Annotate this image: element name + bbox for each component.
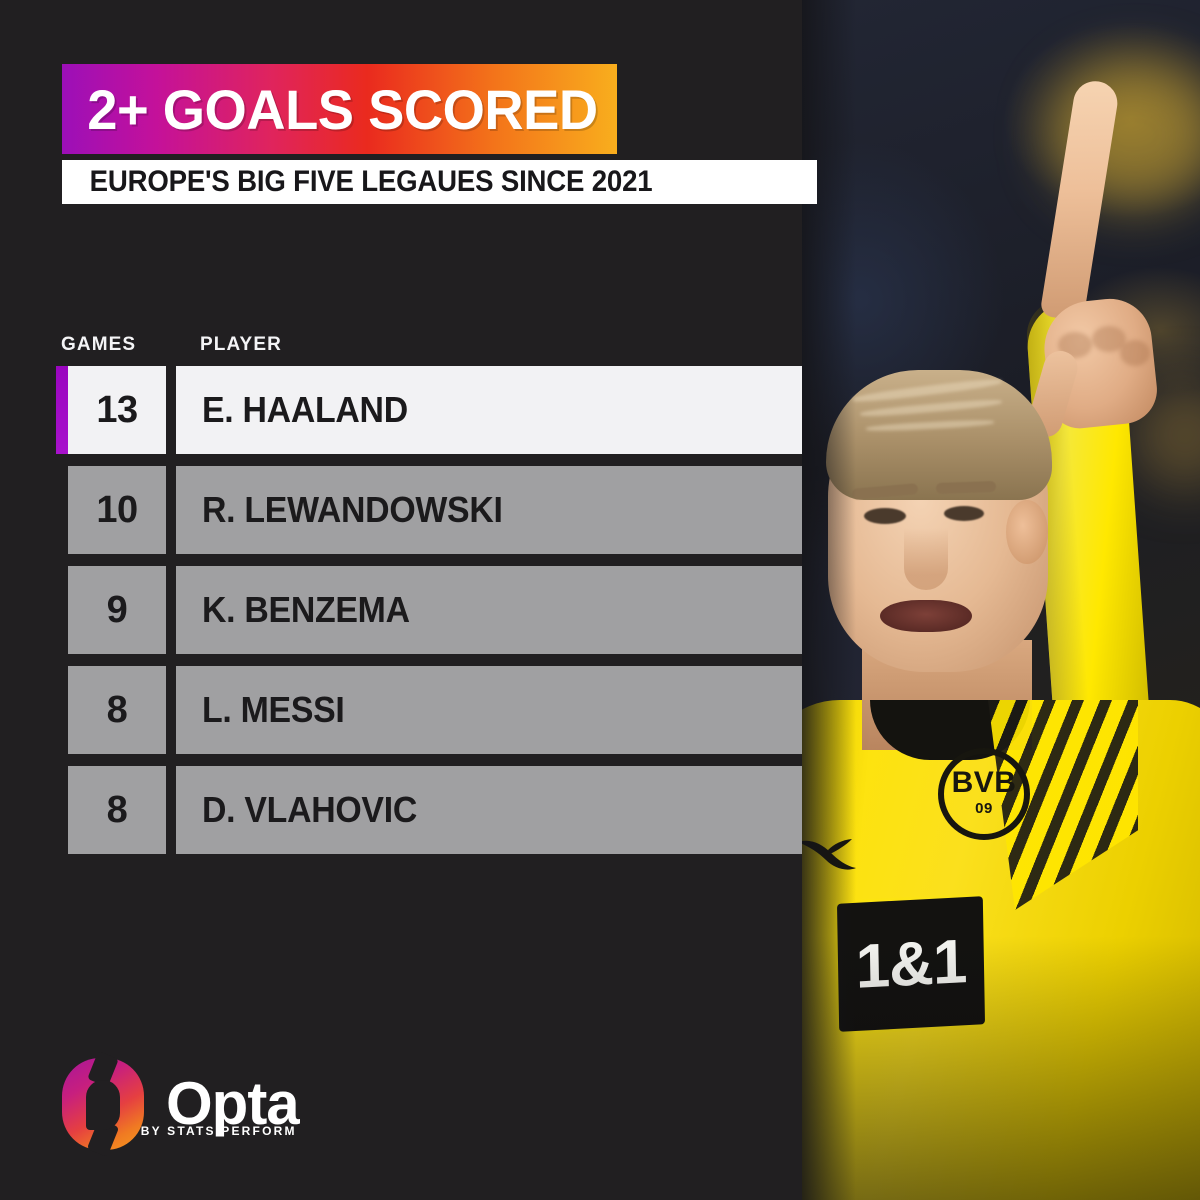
bvb-badge-text: BVB	[951, 765, 1017, 799]
cell-games: 10	[68, 466, 166, 554]
cell-games: 9	[68, 566, 166, 654]
row-accent-bar	[56, 366, 68, 454]
page-subtitle: EUROPE'S BIG FIVE LEGAUES SINCE 2021	[89, 165, 653, 198]
cell-player: E. HAALAND	[176, 366, 802, 454]
player-value: L. MESSI	[202, 689, 345, 730]
table-header-row: GAMES PLAYER	[56, 322, 802, 356]
player-mouth	[880, 600, 972, 632]
table-row[interactable]: 8 D. VLAHOVIC	[56, 766, 802, 854]
page-title: 2+ GOALS SCORED	[87, 77, 598, 141]
games-value: 10	[96, 488, 138, 531]
cell-games: 8	[68, 766, 166, 854]
player-value: D. VLAHOVIC	[202, 789, 417, 830]
opta-inner-hole	[86, 1080, 120, 1130]
sponsor-text: 1&1	[855, 926, 967, 1002]
player-photo: BVB 09 1&1	[800, 0, 1200, 1200]
games-value: 8	[106, 788, 128, 831]
player-eye	[864, 508, 906, 524]
opta-logo: Opta BY STATS PERFORM	[62, 1050, 300, 1157]
pointing-finger	[1039, 78, 1121, 322]
subtitle-banner: EUROPE'S BIG FIVE LEGAUES SINCE 2021	[62, 160, 817, 204]
table-row[interactable]: 10 R. LEWANDOWSKI	[56, 466, 802, 554]
opta-tagline: BY STATS PERFORM	[140, 1124, 297, 1138]
player-value: K. BENZEMA	[202, 589, 410, 630]
column-header-player: PLAYER	[200, 334, 282, 355]
player-value: E. HAALAND	[202, 389, 408, 430]
opta-mark-icon	[62, 1050, 144, 1157]
player-nose	[904, 528, 948, 590]
cell-player: L. MESSI	[176, 666, 802, 754]
player-eyebrow	[935, 480, 997, 495]
bvb-club-badge: BVB 09	[938, 748, 1030, 840]
games-value: 9	[106, 588, 128, 631]
opta-wordmark: Opta BY STATS PERFORM	[141, 1070, 300, 1139]
title-banner: 2+ GOALS SCORED	[62, 64, 617, 154]
cell-games: 13	[68, 366, 166, 454]
sponsor-logo-1and1: 1&1	[836, 896, 986, 1032]
table-row[interactable]: 8 L. MESSI	[56, 666, 802, 754]
player-eye	[944, 506, 984, 521]
standings-table: GAMES PLAYER 13 E. HAALAND 10 R. LEWANDO…	[56, 322, 802, 866]
games-value: 13	[96, 388, 138, 431]
player-value: R. LEWANDOWSKI	[202, 489, 503, 530]
player-ear	[1006, 500, 1048, 564]
cell-player: R. LEWANDOWSKI	[176, 466, 802, 554]
cell-player: K. BENZEMA	[176, 566, 802, 654]
puma-logo-icon	[800, 839, 856, 870]
cell-player: D. VLAHOVIC	[176, 766, 802, 854]
table-row[interactable]: 13 E. HAALAND	[56, 366, 802, 454]
cell-games: 8	[68, 666, 166, 754]
table-row[interactable]: 9 K. BENZEMA	[56, 566, 802, 654]
opta-brand-text: Opta	[166, 1070, 300, 1137]
column-header-games: GAMES	[61, 334, 137, 355]
knuckle	[1120, 340, 1150, 366]
bvb-badge-year: 09	[975, 799, 993, 817]
games-value: 8	[106, 688, 128, 731]
